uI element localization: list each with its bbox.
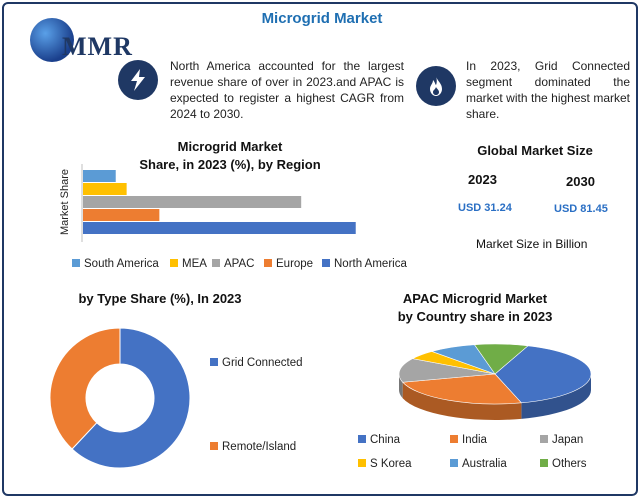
legend-label: India	[462, 434, 487, 446]
gms-value-2030: USD 81.45	[554, 203, 608, 215]
type-chart-title: by Type Share (%), In 2023	[78, 291, 242, 306]
legend-item-apac: APAC	[212, 258, 254, 270]
logo-text: MMR	[62, 32, 133, 61]
lightning-icon	[118, 60, 158, 100]
legend-swatch	[210, 357, 218, 366]
region-bar-chart: Market Share	[59, 164, 356, 242]
bar-europe	[83, 209, 160, 221]
gms-year-2023: 2023	[468, 172, 497, 187]
page-title: Microgrid Market	[261, 10, 383, 27]
pie-side-japan	[399, 374, 403, 399]
pie-slice-japan	[398, 358, 496, 383]
flame-icon	[416, 66, 456, 106]
bar-apac	[83, 196, 302, 208]
legend-swatch	[322, 258, 330, 267]
gms-year-2030: 2030	[566, 174, 595, 189]
legend-item-others: Others	[540, 458, 587, 470]
legend-label: Japan	[552, 434, 584, 446]
apac-chart-title-line2: by Country share in 2023	[397, 309, 553, 324]
legend-swatch	[358, 458, 366, 467]
legend-label: Grid Connected	[222, 357, 303, 369]
legend-item-australia: Australia	[450, 458, 507, 470]
legend-swatch	[540, 458, 548, 467]
legend-item-north-america: North America	[322, 258, 407, 270]
pie-slice-others	[473, 343, 529, 375]
legend-swatch	[450, 458, 458, 467]
globe-icon	[30, 18, 74, 62]
region-chart-title-line1: Microgrid Market	[177, 139, 283, 154]
gms-unit-note: Market Size in Billion	[476, 237, 588, 251]
legend-swatch	[72, 258, 80, 267]
legend-swatch	[540, 434, 548, 443]
legend-label: Australia	[462, 458, 507, 470]
apac-3d-pie-chart	[398, 343, 592, 420]
note-right: In 2023, Grid Connected segment dominate…	[466, 59, 630, 121]
legend-item-europe: Europe	[264, 258, 313, 270]
pie-slice-china	[494, 345, 592, 404]
legend-item-india: India	[450, 434, 487, 446]
gms-value-2023: USD 31.24	[458, 202, 512, 214]
region-chart-title-line2: Share, in 2023 (%), by Region	[139, 157, 321, 172]
legend-label: S Korea	[370, 458, 412, 470]
pie-slice-india	[402, 373, 523, 405]
y-axis-label: Market Share	[59, 169, 71, 235]
legend-label: MEA	[182, 258, 207, 270]
gms-title: Global Market Size	[477, 143, 593, 158]
legend-label: South America	[84, 258, 159, 270]
legend-swatch	[358, 434, 366, 443]
donut-slice-grid-connected	[71, 327, 191, 469]
legend-swatch	[212, 258, 220, 267]
legend-item-remote-island: Remote/Island	[210, 441, 296, 453]
region-chart-title: Microgrid Market Share, in 2023 (%), by …	[130, 138, 330, 174]
donut-slice-remote-island	[49, 327, 121, 450]
legend-item-japan: Japan	[540, 434, 583, 446]
legend-swatch	[264, 258, 272, 267]
pie-side-india	[402, 382, 522, 420]
legend-item-grid-connected: Grid Connected	[210, 357, 303, 369]
apac-chart-title: APAC Microgrid Market by Country share i…	[380, 290, 570, 326]
legend-swatch	[210, 441, 218, 450]
legend-item-s-korea: S Korea	[358, 458, 412, 470]
legend-label: China	[370, 434, 401, 446]
bar-south-america	[83, 170, 116, 182]
mmr-logo: MMR	[14, 12, 134, 62]
infographic-frame	[2, 2, 638, 496]
legend-label: Remote/Island	[222, 441, 297, 453]
bar-north-america	[83, 222, 356, 234]
legend-item-china: China	[358, 434, 400, 446]
type-donut-chart	[49, 327, 191, 469]
note-left: North America accounted for the largest …	[170, 59, 404, 121]
legend-label: Others	[552, 458, 587, 470]
legend-swatch	[450, 434, 458, 443]
legend-item-mea: MEA	[170, 258, 207, 270]
apac-chart-title-line1: APAC Microgrid Market	[402, 291, 548, 306]
bar-mea	[83, 183, 127, 195]
pie-side-china	[521, 374, 591, 419]
legend-item-south-america: South America	[72, 258, 159, 270]
legend-label: Europe	[276, 258, 314, 270]
legend-label: APAC	[224, 258, 255, 270]
legend-label: North America	[334, 258, 407, 270]
legend-swatch	[170, 258, 178, 267]
